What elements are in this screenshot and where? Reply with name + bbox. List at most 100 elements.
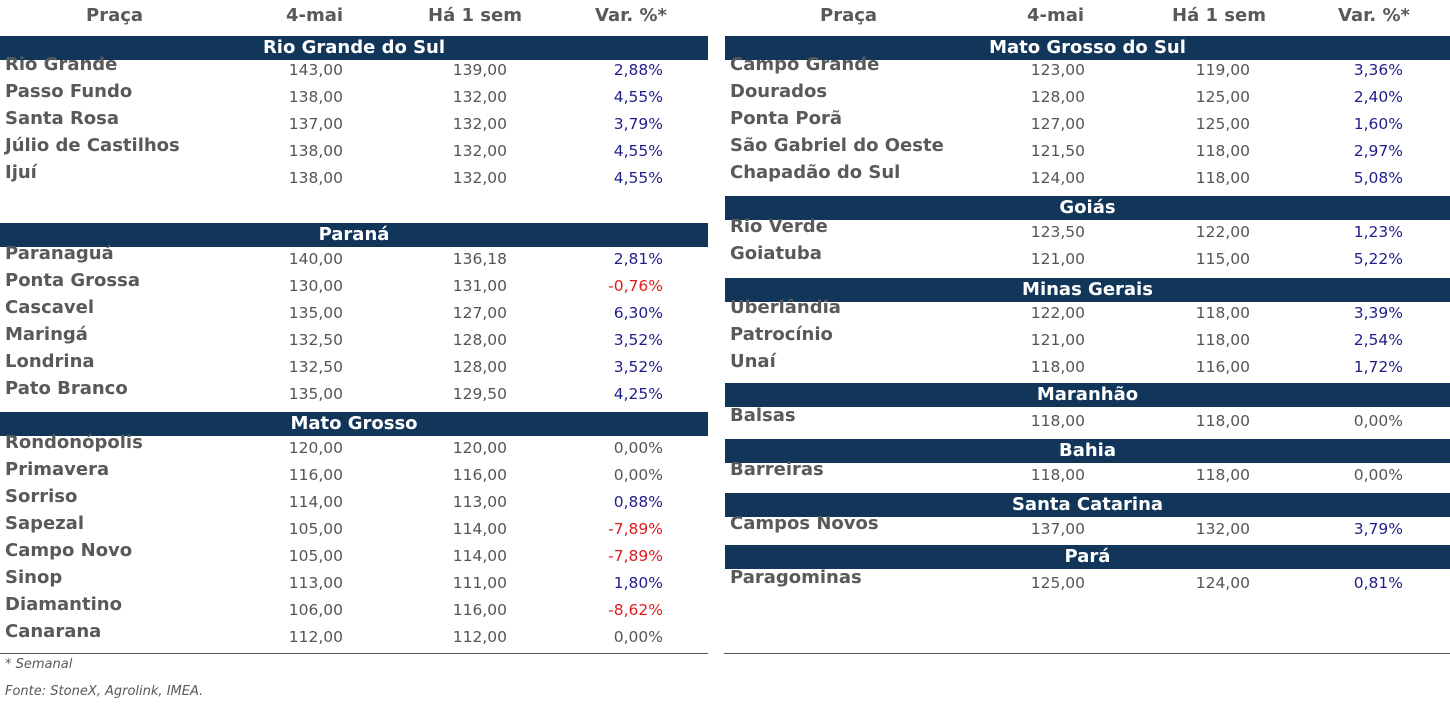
left-region-band-1: Paraná xyxy=(0,223,708,247)
current-price: 130,00 xyxy=(288,277,343,295)
current-price: 106,00 xyxy=(288,601,343,619)
table-row: Chapadão do Sul 124,00 118,00 5,08% xyxy=(0,162,1450,195)
place-name: Rio Verde xyxy=(730,216,828,237)
table-row: Rio Verde 123,50 122,00 1,23% xyxy=(0,216,1450,249)
footer-rule-right xyxy=(724,653,1450,654)
place-name: Canarana xyxy=(5,621,102,642)
table-row: Santa Rosa 137,00 132,00 3,79% xyxy=(0,108,1450,141)
week-ago-price: 139,00 xyxy=(452,61,507,79)
current-price: 105,00 xyxy=(288,520,343,538)
week-ago-price: 129,50 xyxy=(452,385,507,403)
week-ago-price: 136,18 xyxy=(452,250,507,268)
week-ago-price: 128,00 xyxy=(452,331,507,349)
right-header-week-ago: Há 1 sem xyxy=(1172,5,1266,26)
week-ago-price: 112,00 xyxy=(452,628,507,646)
table-row: Uberlândia 122,00 118,00 3,39% xyxy=(0,297,1450,330)
table-row: Rio Grande 143,00 139,00 2,88% xyxy=(0,54,1450,87)
week-ago-price: 118,00 xyxy=(1195,169,1250,187)
right-region-band-4: Bahia xyxy=(725,439,1450,463)
place-name: Pato Branco xyxy=(5,378,128,399)
variation-value: 3,79% xyxy=(1353,520,1403,538)
place-name: Unaí xyxy=(730,351,776,372)
variation-value: 0,00% xyxy=(613,466,663,484)
table-row: Balsas 118,00 118,00 0,00% xyxy=(0,405,1450,438)
variation-value: 0,00% xyxy=(1353,412,1403,430)
variation-value: 2,88% xyxy=(613,61,663,79)
variation-value: 0,00% xyxy=(1353,466,1403,484)
current-price: 118,00 xyxy=(1030,412,1085,430)
right-region-band-0: Mato Grosso do Sul xyxy=(725,36,1450,60)
left-header-week-ago: Há 1 sem xyxy=(428,5,522,26)
variation-value: 3,79% xyxy=(613,115,663,133)
place-name: Campo Novo xyxy=(5,540,133,561)
place-name: Ijuí xyxy=(5,162,37,183)
table-row: Ijuí 138,00 132,00 4,55% xyxy=(0,162,1450,195)
table-row: Londrina 132,50 128,00 3,52% xyxy=(0,351,1450,384)
place-name: Sapezal xyxy=(5,513,84,534)
variation-value: 5,08% xyxy=(1353,169,1403,187)
table-row: Júlio de Castilhos 138,00 132,00 4,55% xyxy=(0,135,1450,168)
current-price: 140,00 xyxy=(288,250,343,268)
variation-value: 4,25% xyxy=(613,385,663,403)
current-price: 138,00 xyxy=(288,142,343,160)
place-name: Dourados xyxy=(730,81,828,102)
current-price: 122,00 xyxy=(1030,304,1085,322)
place-name: Ponta Porã xyxy=(730,108,842,129)
place-name: Goiatuba xyxy=(730,243,822,264)
table-row: Dourados 128,00 125,00 2,40% xyxy=(0,81,1450,114)
week-ago-price: 118,00 xyxy=(1195,412,1250,430)
current-price: 138,00 xyxy=(288,88,343,106)
table-row: Sorriso 114,00 113,00 0,88% xyxy=(0,486,1450,519)
table-row: Sapezal 105,00 114,00 -7,89% xyxy=(0,513,1450,546)
place-name: Sinop xyxy=(5,567,63,588)
right-region-band-2: Minas Gerais xyxy=(725,278,1450,302)
current-price: 118,00 xyxy=(1030,358,1085,376)
place-name: Patrocínio xyxy=(730,324,833,345)
table-row: Diamantino 106,00 116,00 -8,62% xyxy=(0,594,1450,627)
place-name: Santa Rosa xyxy=(5,108,120,129)
table-row: Primavera 116,00 116,00 0,00% xyxy=(0,459,1450,492)
table-row: Sinop 113,00 111,00 1,80% xyxy=(0,567,1450,600)
left-header-place: Praça xyxy=(86,5,144,26)
left-region-band-0: Rio Grande do Sul xyxy=(0,36,708,60)
current-price: 132,50 xyxy=(288,358,343,376)
variation-value: 4,55% xyxy=(613,169,663,187)
week-ago-price: 118,00 xyxy=(1195,466,1250,484)
week-ago-price: 124,00 xyxy=(1195,574,1250,592)
current-price: 137,00 xyxy=(1030,520,1085,538)
place-name: Barreiras xyxy=(730,459,824,480)
week-ago-price: 132,00 xyxy=(1195,520,1250,538)
variation-value: 2,97% xyxy=(1353,142,1403,160)
week-ago-price: 132,00 xyxy=(452,169,507,187)
week-ago-price: 114,00 xyxy=(452,547,507,565)
current-price: 135,00 xyxy=(288,385,343,403)
variation-value: 5,22% xyxy=(1353,250,1403,268)
footer-rule-left xyxy=(0,653,708,654)
right-region-band-1: Goiás xyxy=(725,196,1450,220)
current-price: 137,00 xyxy=(288,115,343,133)
place-name: Maringá xyxy=(5,324,88,345)
variation-value: 2,54% xyxy=(1353,331,1403,349)
variation-value: 3,52% xyxy=(613,358,663,376)
current-price: 127,00 xyxy=(1030,115,1085,133)
table-row: Campo Grande 123,00 119,00 3,36% xyxy=(0,54,1450,87)
place-name: Diamantino xyxy=(5,594,122,615)
variation-value: -7,89% xyxy=(608,520,663,538)
right-region-band-6: Pará xyxy=(725,545,1450,569)
table-row: Canarana 112,00 112,00 0,00% xyxy=(0,621,1450,654)
place-name: Rio Grande xyxy=(5,54,118,75)
week-ago-price: 119,00 xyxy=(1195,61,1250,79)
table-row: São Gabriel do Oeste 121,50 118,00 2,97% xyxy=(0,135,1450,168)
place-name: Sorriso xyxy=(5,486,78,507)
table-row: Patrocínio 121,00 118,00 2,54% xyxy=(0,324,1450,357)
place-name: Campo Grande xyxy=(730,54,880,75)
place-name: Passo Fundo xyxy=(5,81,133,102)
current-price: 121,00 xyxy=(1030,250,1085,268)
table-row: Campo Novo 105,00 114,00 -7,89% xyxy=(0,540,1450,573)
left-header-variation: Var. %* xyxy=(595,5,667,26)
right-region-band-5: Santa Catarina xyxy=(725,493,1450,517)
variation-value: 1,60% xyxy=(1353,115,1403,133)
variation-value: 0,88% xyxy=(613,493,663,511)
current-price: 114,00 xyxy=(288,493,343,511)
week-ago-price: 132,00 xyxy=(452,115,507,133)
